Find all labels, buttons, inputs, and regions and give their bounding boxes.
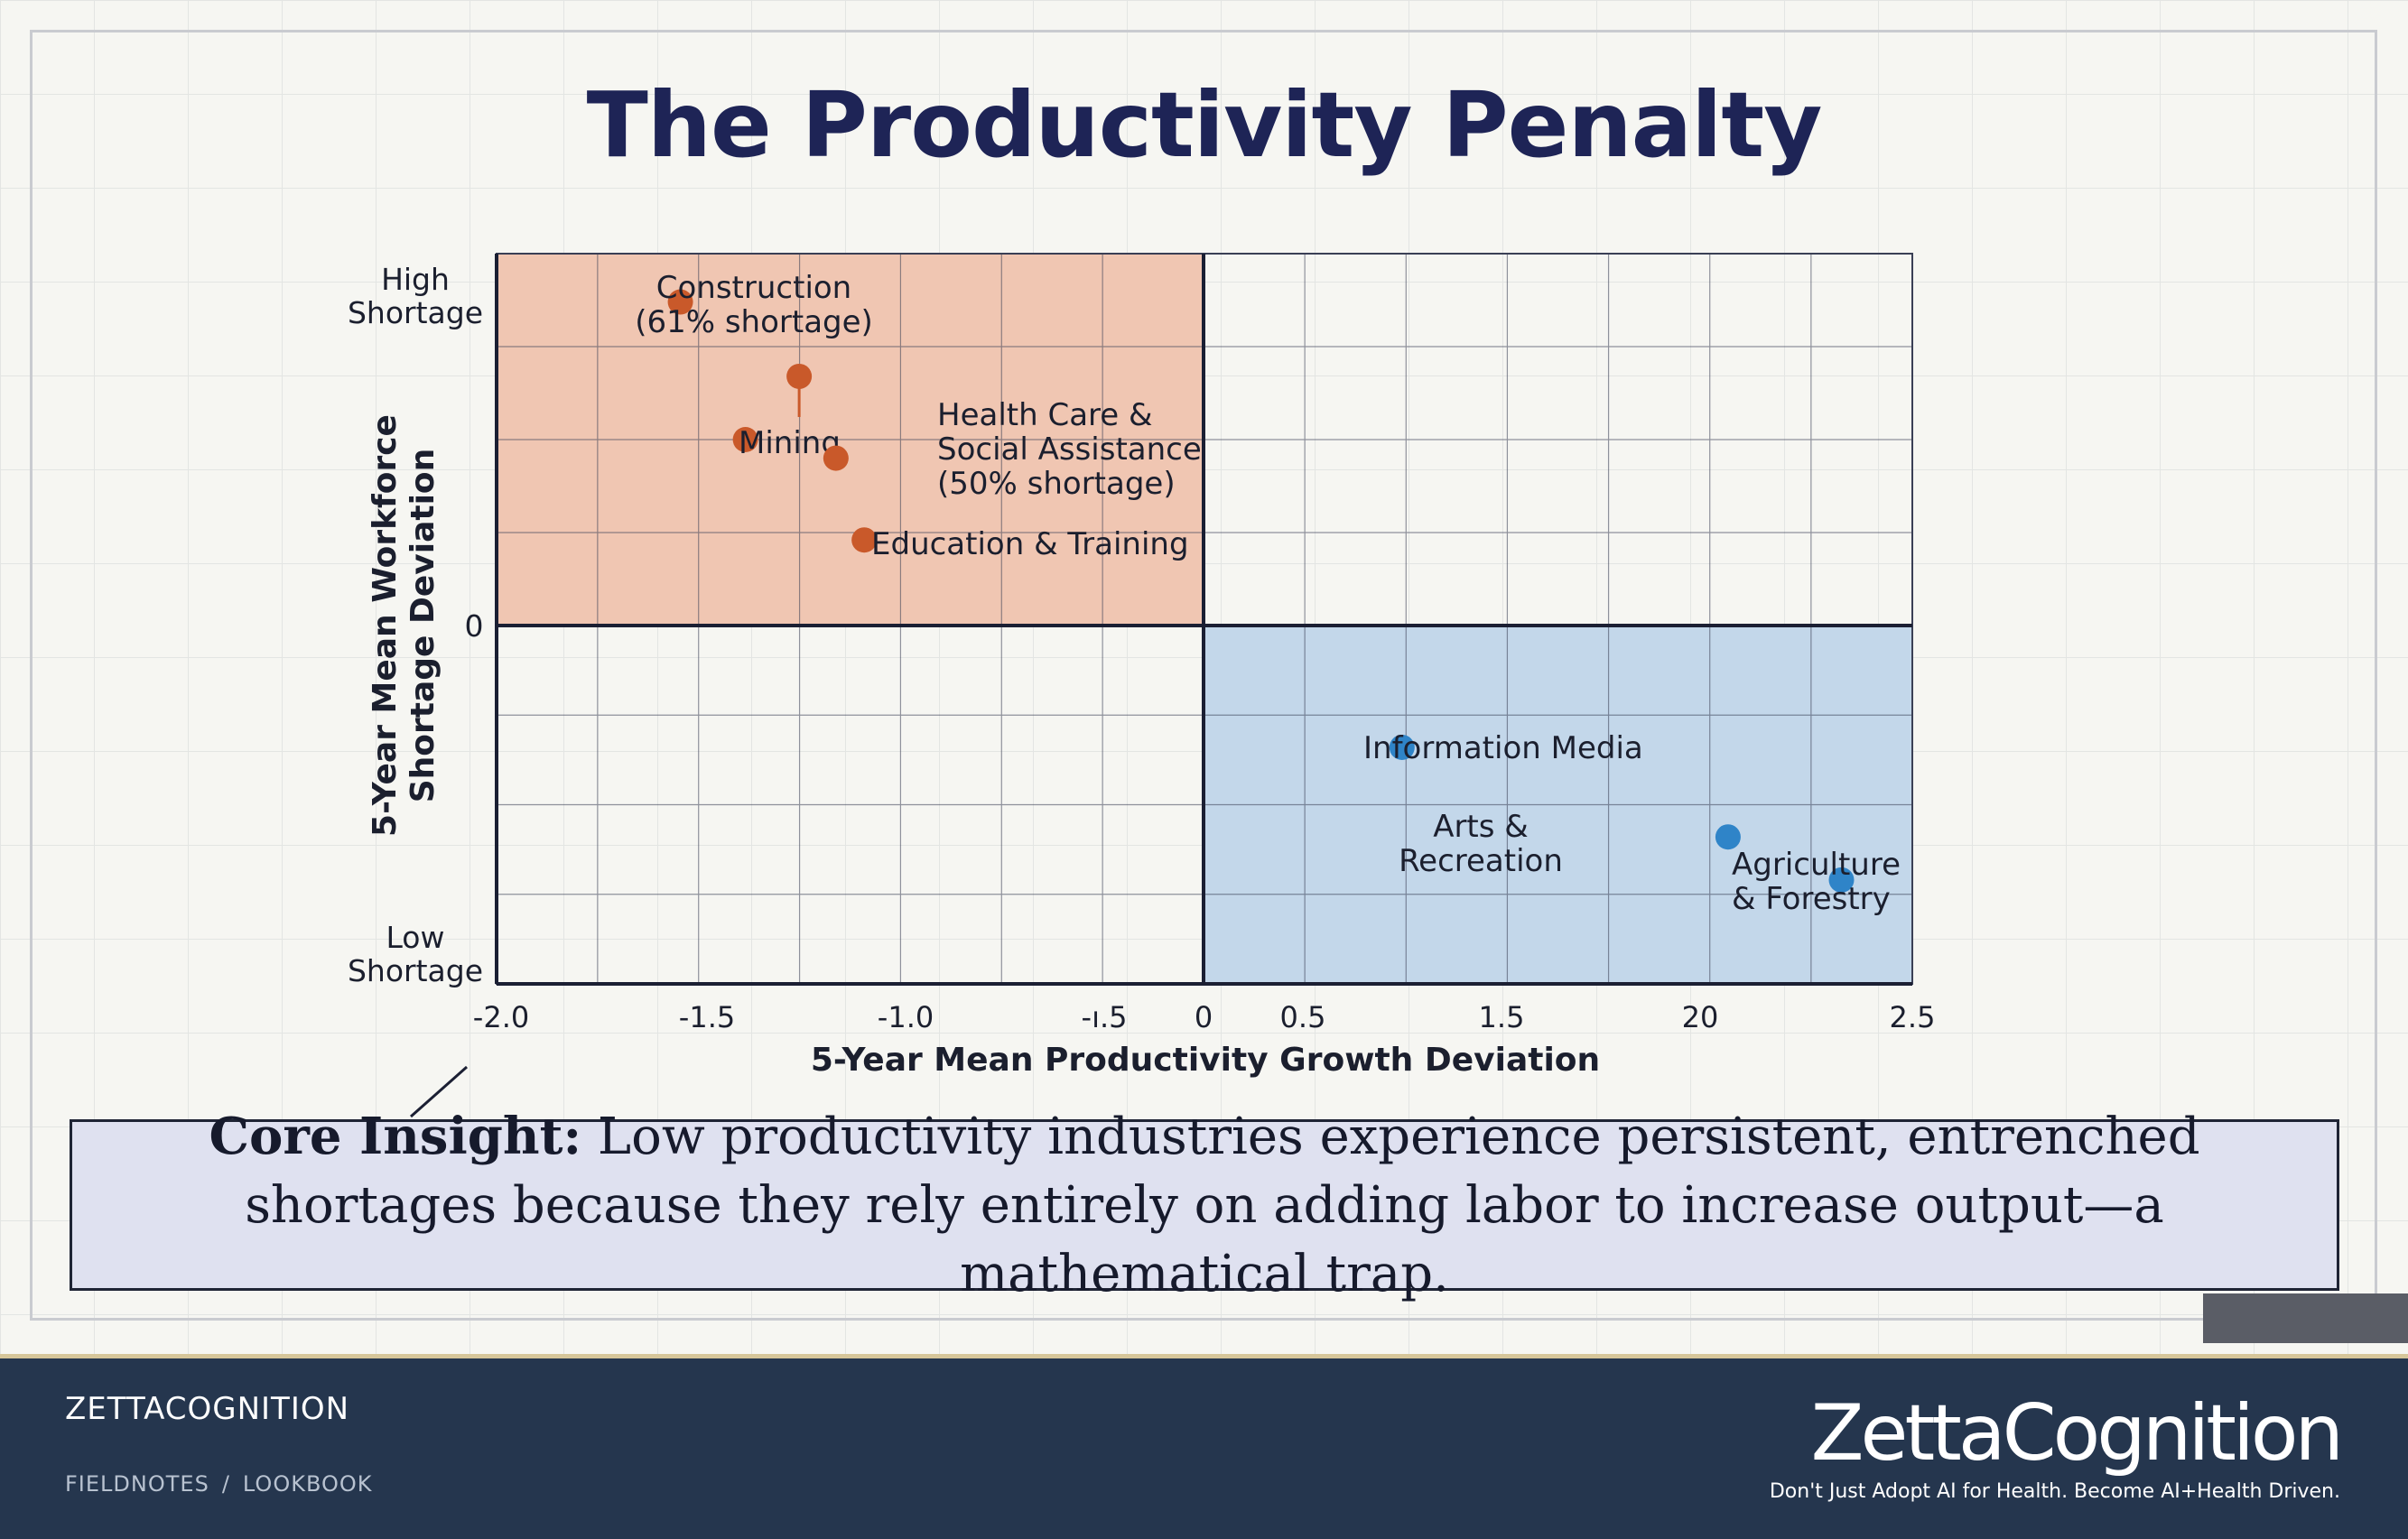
data-point-label: Information Media — [1363, 730, 1643, 766]
x-tick-label: -1.0 — [878, 1000, 934, 1034]
data-point — [1828, 867, 1855, 893]
core-insight-body: Low productivity industries experience p… — [245, 1107, 2200, 1303]
data-point — [823, 445, 849, 471]
slide-frame — [30, 30, 2377, 1321]
nav-link-lookbook[interactable]: LOOKBOOK — [242, 1471, 373, 1497]
data-point — [786, 363, 813, 389]
footer-brand-name: ZETTACOGNITION — [65, 1391, 350, 1427]
page-title: The Productivity Penalty — [586, 72, 1823, 178]
data-point — [1389, 734, 1415, 760]
data-point-label: Health Care & Social Assistance (50% short… — [937, 397, 1202, 502]
corner-tab — [2203, 1293, 2408, 1343]
data-point — [732, 427, 758, 452]
y-tick-label-zero: 0 — [465, 608, 484, 644]
x-axis-title: 5-Year Mean Productivity Growth Deviatio… — [811, 1042, 1600, 1079]
data-point-label: Education & Training — [871, 526, 1189, 562]
core-insight-box: Core Insight: Low productivity industrie… — [70, 1107, 2339, 1303]
data-point-label: Agriculture & Forestry — [1732, 847, 1901, 917]
data-point — [667, 289, 693, 315]
core-insight-label: Core Insight: — [209, 1106, 582, 1166]
data-point — [1715, 824, 1741, 850]
scatter-chart: -2.0 -1.5 -1.0 -ı.5 0 0.5 1.5 20 2.5 High Shortage… — [348, 253, 1936, 1118]
x-tick-label: -2.0 — [473, 1000, 529, 1034]
data-point-label: Mining — [739, 425, 841, 461]
data-point-label: Arts & Recreation — [1399, 809, 1563, 879]
x-tick-label: -ı.5 — [1082, 1000, 1128, 1034]
logo-tagline: Don't Just Adopt AI for Health. Become A… — [1769, 1480, 2340, 1503]
nav-link-fieldnotes[interactable]: FIELDNOTES — [65, 1471, 209, 1497]
y-axis-title: 5-Year Mean WorkforceShortage Deviation — [367, 414, 442, 837]
x-tick-label: 2.5 — [1890, 1000, 1936, 1034]
leader-line — [410, 1065, 468, 1118]
footer-nav: FIELDNOTES / LOOKBOOK — [65, 1471, 373, 1497]
slide-area: The Productivity Penalty -2.0 -1.5 -1.0 -ı.… — [0, 0, 2408, 1354]
data-point — [851, 527, 878, 553]
footer: ZETTACOGNITION FIELDNOTES / LOOKBOOK Zetta… — [0, 1354, 2408, 1539]
x-tick-label: 1.5 — [1479, 1000, 1525, 1034]
core-insight-text: Core Insight: Low productivity industrie… — [108, 1102, 2301, 1309]
x-tick-label: 0.5 — [1280, 1000, 1326, 1034]
nav-separator: / — [221, 1471, 230, 1497]
x-tick-label: 0 — [1195, 1000, 1213, 1034]
data-point-label: Construction (61% shortage) — [635, 270, 873, 340]
x-tick-label: 20 — [1682, 1000, 1719, 1034]
y-tick-label-high: High Shortage — [348, 262, 483, 330]
x-tick-label: -1.5 — [679, 1000, 735, 1034]
y-tick-label-low: Low Shortage — [348, 920, 483, 988]
zettacognition-logo[interactable]: ZettaCognition — [1810, 1388, 2344, 1479]
